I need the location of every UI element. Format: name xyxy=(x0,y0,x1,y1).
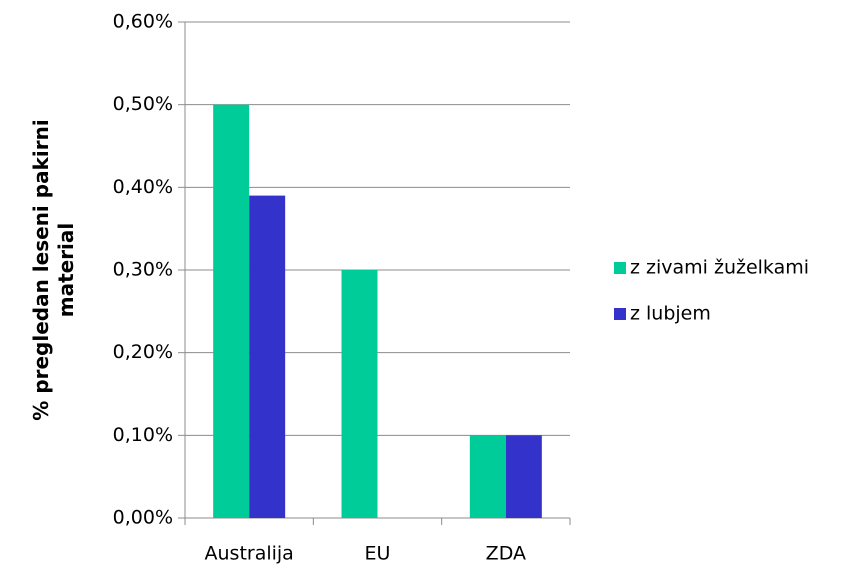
bar xyxy=(505,435,542,518)
x-tick-label: ZDA xyxy=(486,543,526,565)
legend-label: z zivami žuželkami xyxy=(630,257,809,279)
y-tick-label: 0,10% xyxy=(113,424,173,446)
legend-swatch xyxy=(614,308,626,320)
y-tick-label: 0,50% xyxy=(113,93,173,115)
bar xyxy=(213,104,250,519)
legend-swatch xyxy=(614,262,626,274)
y-tick-label: 0,20% xyxy=(113,341,173,363)
y-tick-label: 0,60% xyxy=(113,11,173,33)
y-tick-label: 0,40% xyxy=(113,176,173,198)
y-axis-label: % pregledan leseni pakirni material xyxy=(29,119,78,421)
legend-label: z lubjem xyxy=(630,303,711,325)
bar xyxy=(249,195,286,518)
y-tick-label: 0,00% xyxy=(113,507,173,529)
bar xyxy=(469,435,506,518)
bar xyxy=(341,270,378,518)
x-tick-label: EU xyxy=(365,543,391,565)
x-tick-label: Australija xyxy=(205,543,294,565)
y-tick-label: 0,30% xyxy=(113,259,173,281)
